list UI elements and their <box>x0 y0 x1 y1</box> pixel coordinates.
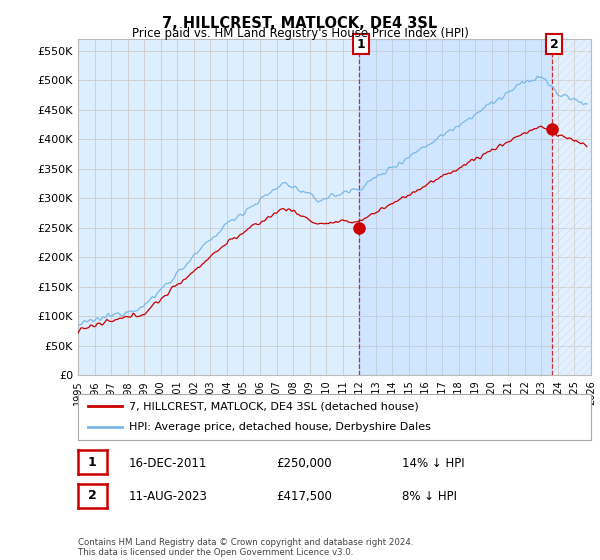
Text: 11-AUG-2023: 11-AUG-2023 <box>129 491 208 503</box>
Bar <box>359 39 551 375</box>
Text: £417,500: £417,500 <box>276 491 332 503</box>
Text: 1: 1 <box>357 38 365 51</box>
Text: Contains HM Land Registry data © Crown copyright and database right 2024.
This d: Contains HM Land Registry data © Crown c… <box>78 538 413 557</box>
Text: Price paid vs. HM Land Registry's House Price Index (HPI): Price paid vs. HM Land Registry's House … <box>131 27 469 40</box>
Text: 7, HILLCREST, MATLOCK, DE4 3SL (detached house): 7, HILLCREST, MATLOCK, DE4 3SL (detached… <box>130 401 419 411</box>
Text: 1: 1 <box>88 456 97 469</box>
Text: 8% ↓ HPI: 8% ↓ HPI <box>402 491 457 503</box>
Bar <box>551 39 591 375</box>
Text: 14% ↓ HPI: 14% ↓ HPI <box>402 457 464 470</box>
Text: 2: 2 <box>88 489 97 502</box>
Text: 7, HILLCREST, MATLOCK, DE4 3SL: 7, HILLCREST, MATLOCK, DE4 3SL <box>163 16 437 31</box>
Text: £250,000: £250,000 <box>276 457 332 470</box>
Text: 16-DEC-2011: 16-DEC-2011 <box>129 457 208 470</box>
Text: HPI: Average price, detached house, Derbyshire Dales: HPI: Average price, detached house, Derb… <box>130 422 431 432</box>
Text: 2: 2 <box>550 38 559 51</box>
